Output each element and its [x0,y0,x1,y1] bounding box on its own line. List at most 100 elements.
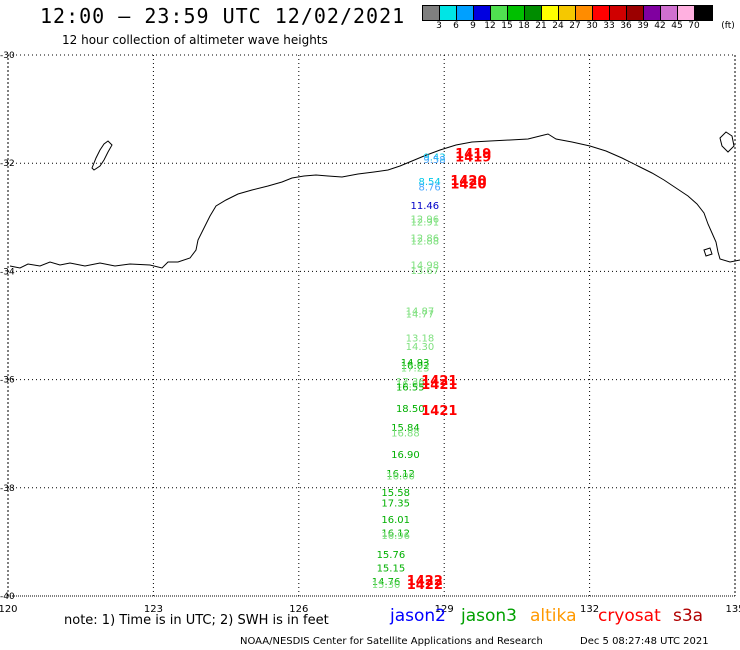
wave-height-label: 12.88 [410,236,439,247]
colorbar-tick-label: 6 [453,21,459,31]
colorbar-tick-label: 27 [569,21,581,31]
wave-height-label: 17.23 [401,363,430,374]
wave-height-label: 15.76 [377,550,406,561]
map-graticule: 120 123 126 129 132 135 -30 -32 -34 -36 -38 -40 [0,51,740,615]
wave-height-colorbar [422,5,713,21]
colorbar-swatch [576,6,593,20]
pass-time-label: 1422 [407,578,443,593]
coastline [9,131,740,269]
wave-height-label: 8.76 [419,182,441,193]
wave-height-label: 11.46 [410,201,439,212]
colorbar-unit-label: (ft) [721,21,735,31]
latitude-tick-label: -34 [0,267,15,277]
colorbar-swatch [474,6,491,20]
colorbar-swatch [593,6,610,20]
wave-height-label: 12.96 [410,215,439,226]
wave-height-label: 14.76 [372,577,401,588]
colorbar-tick-label: 39 [637,21,649,31]
colorbar-tick-label: 33 [603,21,615,31]
island-outline-east [719,131,735,153]
wave-height-label: 16.88 [391,428,420,439]
colorbar-swatch [440,6,457,20]
colorbar-swatch [661,6,678,20]
island-outline-small [703,247,713,257]
wave-height-label: 15.30 [372,580,401,591]
satellite-legend-s3a: s3a [673,606,704,626]
pass-time-label: 1422 [407,574,443,589]
wave-height-label: 16.12 [386,469,415,480]
page-title: 12:00 – 23:59 UTC 12/02/2021 [40,4,406,28]
wave-height-label: 17.36 [396,377,425,388]
longitude-tick-label: 135 [725,604,740,615]
colorbar-swatch [491,6,508,20]
colorbar-swatch [457,6,474,20]
latitude-tick-label: -40 [0,592,15,602]
colorbar-tick-label: 70 [688,21,700,31]
colorbar-tick-label: 18 [518,21,530,31]
wave-height-label: 12.91 [410,217,439,228]
credit-line: NOAA/NESDIS Center for Satellite Applica… [240,636,543,647]
pass-time-label: 1421 [421,374,457,389]
wave-height-label: 12.86 [410,234,439,245]
satellite-legend-jason3: jason3 [461,606,517,626]
wave-height-label: 16.12 [381,528,410,539]
wave-height-label: 14.30 [406,342,435,353]
pass-time-label: 1421 [421,404,457,419]
island-outline [91,140,113,171]
longitude-tick-label: 126 [289,604,308,615]
wave-height-label: 15.84 [391,423,420,434]
colorbar-swatch [678,6,695,20]
wave-height-label: 16.96 [381,531,410,542]
colorbar-tick-label: 12 [484,21,496,31]
colorbar-swatch [627,6,644,20]
colorbar-swatch [644,6,661,20]
latitude-tick-label: -38 [0,484,15,494]
satellite-legend-jason2: jason2 [390,606,446,626]
colorbar-swatch [508,6,525,20]
wave-height-label: 18.50 [396,404,425,415]
australia-south-coast [9,133,740,269]
wave-height-label: 16.00 [386,472,415,483]
wave-height-label: 8.54 [419,177,441,188]
colorbar-swatch [559,6,576,20]
wave-height-label: 16.02 [401,361,430,372]
longitude-tick-label: 129 [435,604,454,615]
wave-height-label: 13.67 [410,266,439,277]
colorbar-swatch [542,6,559,20]
colorbar-swatch [695,6,712,20]
wave-height-label: 14.93 [401,358,430,369]
latitude-tick-label: -32 [0,159,15,169]
wave-height-label: 9.58 [423,155,445,166]
wave-height-label: 15.15 [377,564,406,575]
colorbar-tick-label: 36 [620,21,632,31]
pass-time-label: 1420 [450,178,486,193]
satellite-legend-altika: altika [530,606,577,626]
wave-height-label: 15.58 [381,488,410,499]
pass-time-label: 1419 [455,151,491,166]
colorbar-swatch [423,6,440,20]
wave-height-label: 17.35 [381,499,410,510]
wave-height-label: 16.55 [396,382,425,393]
colorbar-tick-label: 42 [654,21,666,31]
colorbar-tick-label: 30 [586,21,598,31]
colorbar-tick-label: 21 [535,21,547,31]
footer-note: note: 1) Time is in UTC; 2) SWH is in fe… [64,613,329,628]
generated-timestamp: Dec 5 08:27:48 UTC 2021 [580,636,709,647]
colorbar-tick-label: 24 [552,21,564,31]
wave-height-label: 14.87 [406,307,435,318]
longitude-tick-label: 132 [580,604,599,615]
colorbar-tick-label: 9 [470,21,476,31]
colorbar-swatch [525,6,542,20]
map-frame [7,54,736,597]
pass-time-label: 1421 [421,378,457,393]
latitude-tick-label: -36 [0,376,15,386]
colorbar-tick-label: 3 [436,21,442,31]
colorbar-swatch [610,6,627,20]
latitude-tick-label: -30 [0,51,15,61]
wave-height-label: 16.90 [391,450,420,461]
wave-height-label: 14.77 [406,309,435,320]
longitude-tick-label: 120 [0,604,18,615]
